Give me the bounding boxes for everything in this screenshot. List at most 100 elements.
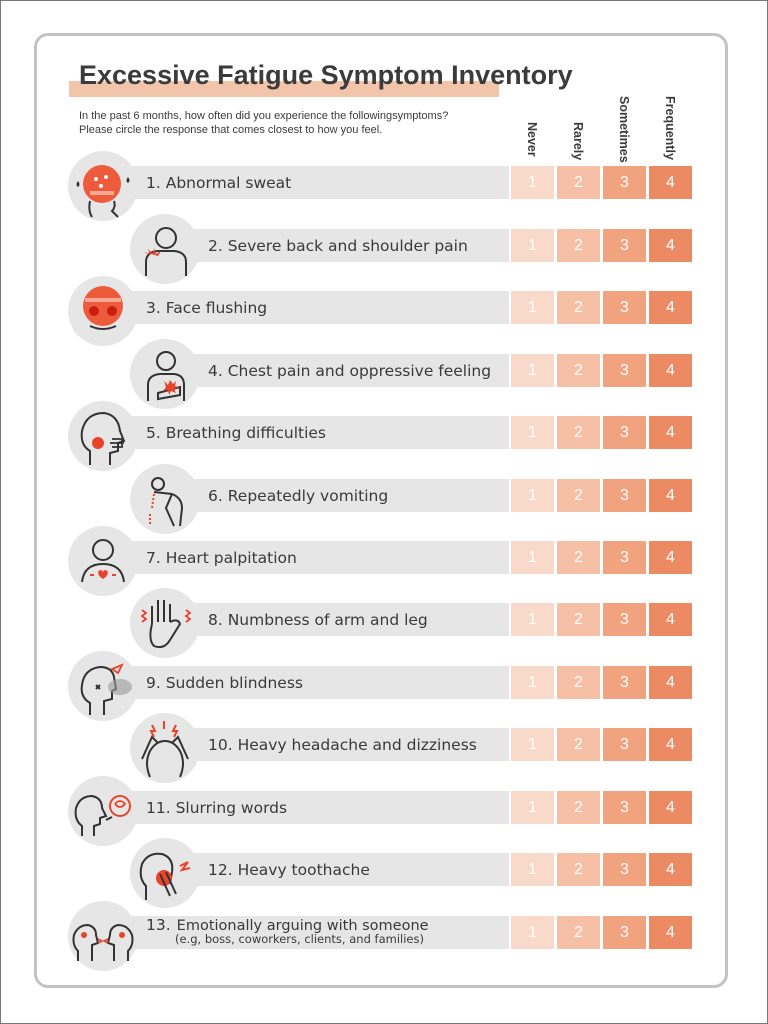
rating-option-2[interactable]: 2 (557, 416, 600, 449)
flushed-face-icon (68, 276, 138, 346)
slurred-speech-icon (68, 776, 138, 846)
symptom-row: 2. Severe back and shoulder pain 1 2 3 4 (0, 214, 768, 284)
symptom-text: Emotionally arguing with someone (176, 918, 429, 934)
rating-option-3[interactable]: 3 (603, 853, 646, 886)
rating-option-2[interactable]: 2 (557, 229, 600, 262)
symptom-bar (100, 416, 509, 449)
blindness-icon (68, 651, 138, 721)
symptom-bar (100, 666, 509, 699)
symptom-label: 6. Repeatedly vomiting (208, 487, 389, 505)
rating-option-2[interactable]: 2 (557, 479, 600, 512)
rating-option-2[interactable]: 2 (557, 603, 600, 636)
rating-option-4[interactable]: 4 (649, 853, 692, 886)
symptom-examples: (e.g, boss, coworkers, clients, and fami… (175, 932, 424, 946)
rating-option-1[interactable]: 1 (511, 291, 554, 324)
symptom-row: 1. Abnormal sweat 1 2 3 4 (0, 151, 768, 221)
rating-option-3[interactable]: 3 (603, 479, 646, 512)
rating-option-4[interactable]: 4 (649, 416, 692, 449)
rating-option-3[interactable]: 3 (603, 666, 646, 699)
rating-option-2[interactable]: 2 (557, 291, 600, 324)
symptom-label: 12. Heavy toothache (208, 861, 370, 879)
arguing-icon (68, 901, 138, 971)
rating-option-1[interactable]: 1 (511, 354, 554, 387)
rating-option-2[interactable]: 2 (557, 666, 600, 699)
rating-option-1[interactable]: 1 (511, 916, 554, 949)
rating-option-2[interactable]: 2 (557, 541, 600, 574)
symptom-row: 13. Emotionally arguing with someone (e.g,… (0, 901, 768, 971)
symptom-bar (162, 853, 509, 886)
rating-option-1[interactable]: 1 (511, 666, 554, 699)
symptom-bar (100, 916, 509, 949)
headache-icon (130, 713, 200, 783)
rating-option-4[interactable]: 4 (649, 666, 692, 699)
symptom-label: 5. Breathing difficulties (146, 424, 326, 442)
symptom-label: 11. Slurring words (146, 799, 288, 817)
breathing-difficulty-icon (68, 401, 138, 471)
instruction-line: In the past 6 months, how often did you … (79, 110, 449, 122)
symptom-label: 8. Numbness of arm and leg (208, 611, 428, 629)
rating-option-2[interactable]: 2 (557, 916, 600, 949)
rating-option-2[interactable]: 2 (557, 354, 600, 387)
rating-option-1[interactable]: 1 (511, 853, 554, 886)
vomiting-icon (130, 464, 200, 534)
rating-option-3[interactable]: 3 (603, 416, 646, 449)
rating-option-3[interactable]: 3 (603, 728, 646, 761)
symptom-label-line: 13. Emotionally arguing with someone (146, 916, 429, 934)
rating-option-2[interactable]: 2 (557, 728, 600, 761)
heart-palpitation-icon (68, 526, 138, 596)
symptom-bar (162, 479, 509, 512)
symptom-row: 6. Repeatedly vomiting 1 2 3 4 (0, 464, 768, 534)
symptom-label: 13. Emotionally arguing with someone (e.g,… (146, 916, 429, 946)
symptom-row: 5. Breathing difficulties 1 2 3 4 (0, 401, 768, 471)
rating-option-1[interactable]: 1 (511, 541, 554, 574)
symptom-bar (100, 291, 509, 324)
numb-hand-icon (130, 588, 200, 658)
symptom-bar (100, 791, 509, 824)
column-header-frequently: Frequently (663, 96, 677, 160)
symptom-bar (100, 166, 509, 199)
symptom-row: 4. Chest pain and oppressive feeling 1 2 3 4 (0, 339, 768, 409)
rating-option-4[interactable]: 4 (649, 166, 692, 199)
rating-option-1[interactable]: 1 (511, 229, 554, 262)
rating-option-4[interactable]: 4 (649, 916, 692, 949)
toothache-icon (130, 838, 200, 908)
shoulder-pain-icon (130, 214, 200, 284)
rating-option-3[interactable]: 3 (603, 916, 646, 949)
page-title: Excessive Fatigue Symptom Inventory (79, 60, 573, 90)
symptom-row: 12. Heavy toothache 1 2 3 4 (0, 838, 768, 908)
rating-option-4[interactable]: 4 (649, 354, 692, 387)
rating-option-4[interactable]: 4 (649, 728, 692, 761)
symptom-number: 13. (146, 916, 171, 934)
rating-option-1[interactable]: 1 (511, 791, 554, 824)
rating-option-1[interactable]: 1 (511, 166, 554, 199)
rating-option-3[interactable]: 3 (603, 541, 646, 574)
rating-option-4[interactable]: 4 (649, 229, 692, 262)
rating-option-4[interactable]: 4 (649, 541, 692, 574)
rating-option-3[interactable]: 3 (603, 603, 646, 636)
rating-option-4[interactable]: 4 (649, 291, 692, 324)
rating-option-2[interactable]: 2 (557, 166, 600, 199)
rating-option-1[interactable]: 1 (511, 416, 554, 449)
rating-option-3[interactable]: 3 (603, 229, 646, 262)
rating-option-3[interactable]: 3 (603, 354, 646, 387)
rating-option-2[interactable]: 2 (557, 791, 600, 824)
symptom-label: 4. Chest pain and oppressive feeling (208, 362, 492, 380)
symptom-row: 9. Sudden blindness 1 2 3 4 (0, 651, 768, 721)
symptom-bar (162, 728, 509, 761)
rating-option-3[interactable]: 3 (603, 291, 646, 324)
symptom-bar (162, 603, 509, 636)
rating-option-3[interactable]: 3 (603, 791, 646, 824)
rating-option-4[interactable]: 4 (649, 603, 692, 636)
symptom-label: 10. Heavy headache and dizziness (208, 736, 477, 754)
rating-option-1[interactable]: 1 (511, 728, 554, 761)
symptom-bar (162, 354, 509, 387)
rating-option-1[interactable]: 1 (511, 603, 554, 636)
rating-option-4[interactable]: 4 (649, 791, 692, 824)
rating-option-2[interactable]: 2 (557, 853, 600, 886)
instructions: In the past 6 months, how often did you … (79, 109, 519, 137)
rating-option-3[interactable]: 3 (603, 166, 646, 199)
symptom-bar (162, 229, 509, 262)
symptom-row: 11. Slurring words 1 2 3 4 (0, 776, 768, 846)
rating-option-4[interactable]: 4 (649, 479, 692, 512)
rating-option-1[interactable]: 1 (511, 479, 554, 512)
